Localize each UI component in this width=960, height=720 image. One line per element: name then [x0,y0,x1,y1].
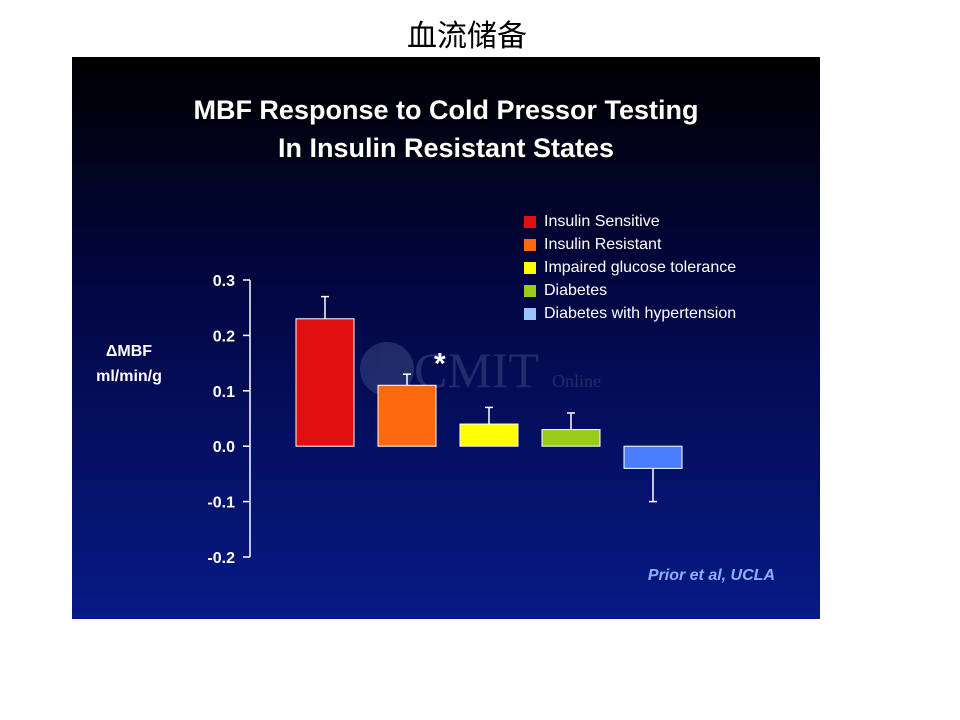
legend-label: Insulin Sensitive [544,212,660,230]
legend-swatch [524,307,536,320]
legend-swatch [524,284,536,297]
legend-swatch [524,215,536,228]
watermark-globe-icon [360,342,414,396]
legend-label: Insulin Resistant [544,235,662,253]
chart-legend: Insulin Sensitive Insulin Resistant Impa… [524,210,736,325]
legend-label: Diabetes [544,281,608,299]
chart-title-line-2: In Insulin Resistant States [277,133,615,163]
bar [623,445,683,469]
y-axis-label-line-2: ml/min/g [96,368,162,385]
y-tick-label: 0.1 [213,384,235,401]
legend-item-insulin-sensitive: Insulin Sensitive [524,210,736,233]
legend-label: Impaired glucose tolerance [544,258,737,276]
y-tick-label: 0.2 [213,328,235,345]
bar [377,384,437,447]
y-tick-label: 0.0 [213,439,235,456]
bar [459,423,519,447]
chart-title: MBF Response to Cold Pressor Testing In … [72,91,820,167]
y-tick-label: -0.1 [207,495,235,512]
legend-item-diabetes: Diabetes [524,279,736,302]
source-credit: Prior et al, UCLA [647,567,775,584]
y-tick-label: -0.2 [207,550,235,567]
chart-title-line-1: MBF Response to Cold Pressor Testing [193,95,699,125]
y-axis-label: ΔMBF ml/min/g [96,343,162,385]
legend-item-impaired-glucose-tolerance: Impaired glucose tolerance [524,256,736,279]
bar [295,318,355,447]
legend-swatch [524,238,536,251]
legend-item-insulin-resistant: Insulin Resistant [524,233,736,256]
legend-item-diabetes-with-hypertension: Diabetes with hypertension [524,302,736,325]
watermark-sub: Online [552,371,601,391]
page-heading: 血流储备 [407,19,527,54]
legend-label: Diabetes with hypertension [544,304,737,322]
bar [541,429,601,447]
bar-chart: CMIT Online ΔMBF ml/min/g 0.30.20.10.0-0… [96,273,683,567]
y-tick-label: 0.3 [213,273,235,290]
chart-slide: MBF Response to Cold Pressor Testing In … [72,57,820,619]
legend-swatch [524,261,536,274]
y-axis-label-line-1: ΔMBF [106,343,152,360]
significance-asterisk: * [434,347,446,380]
